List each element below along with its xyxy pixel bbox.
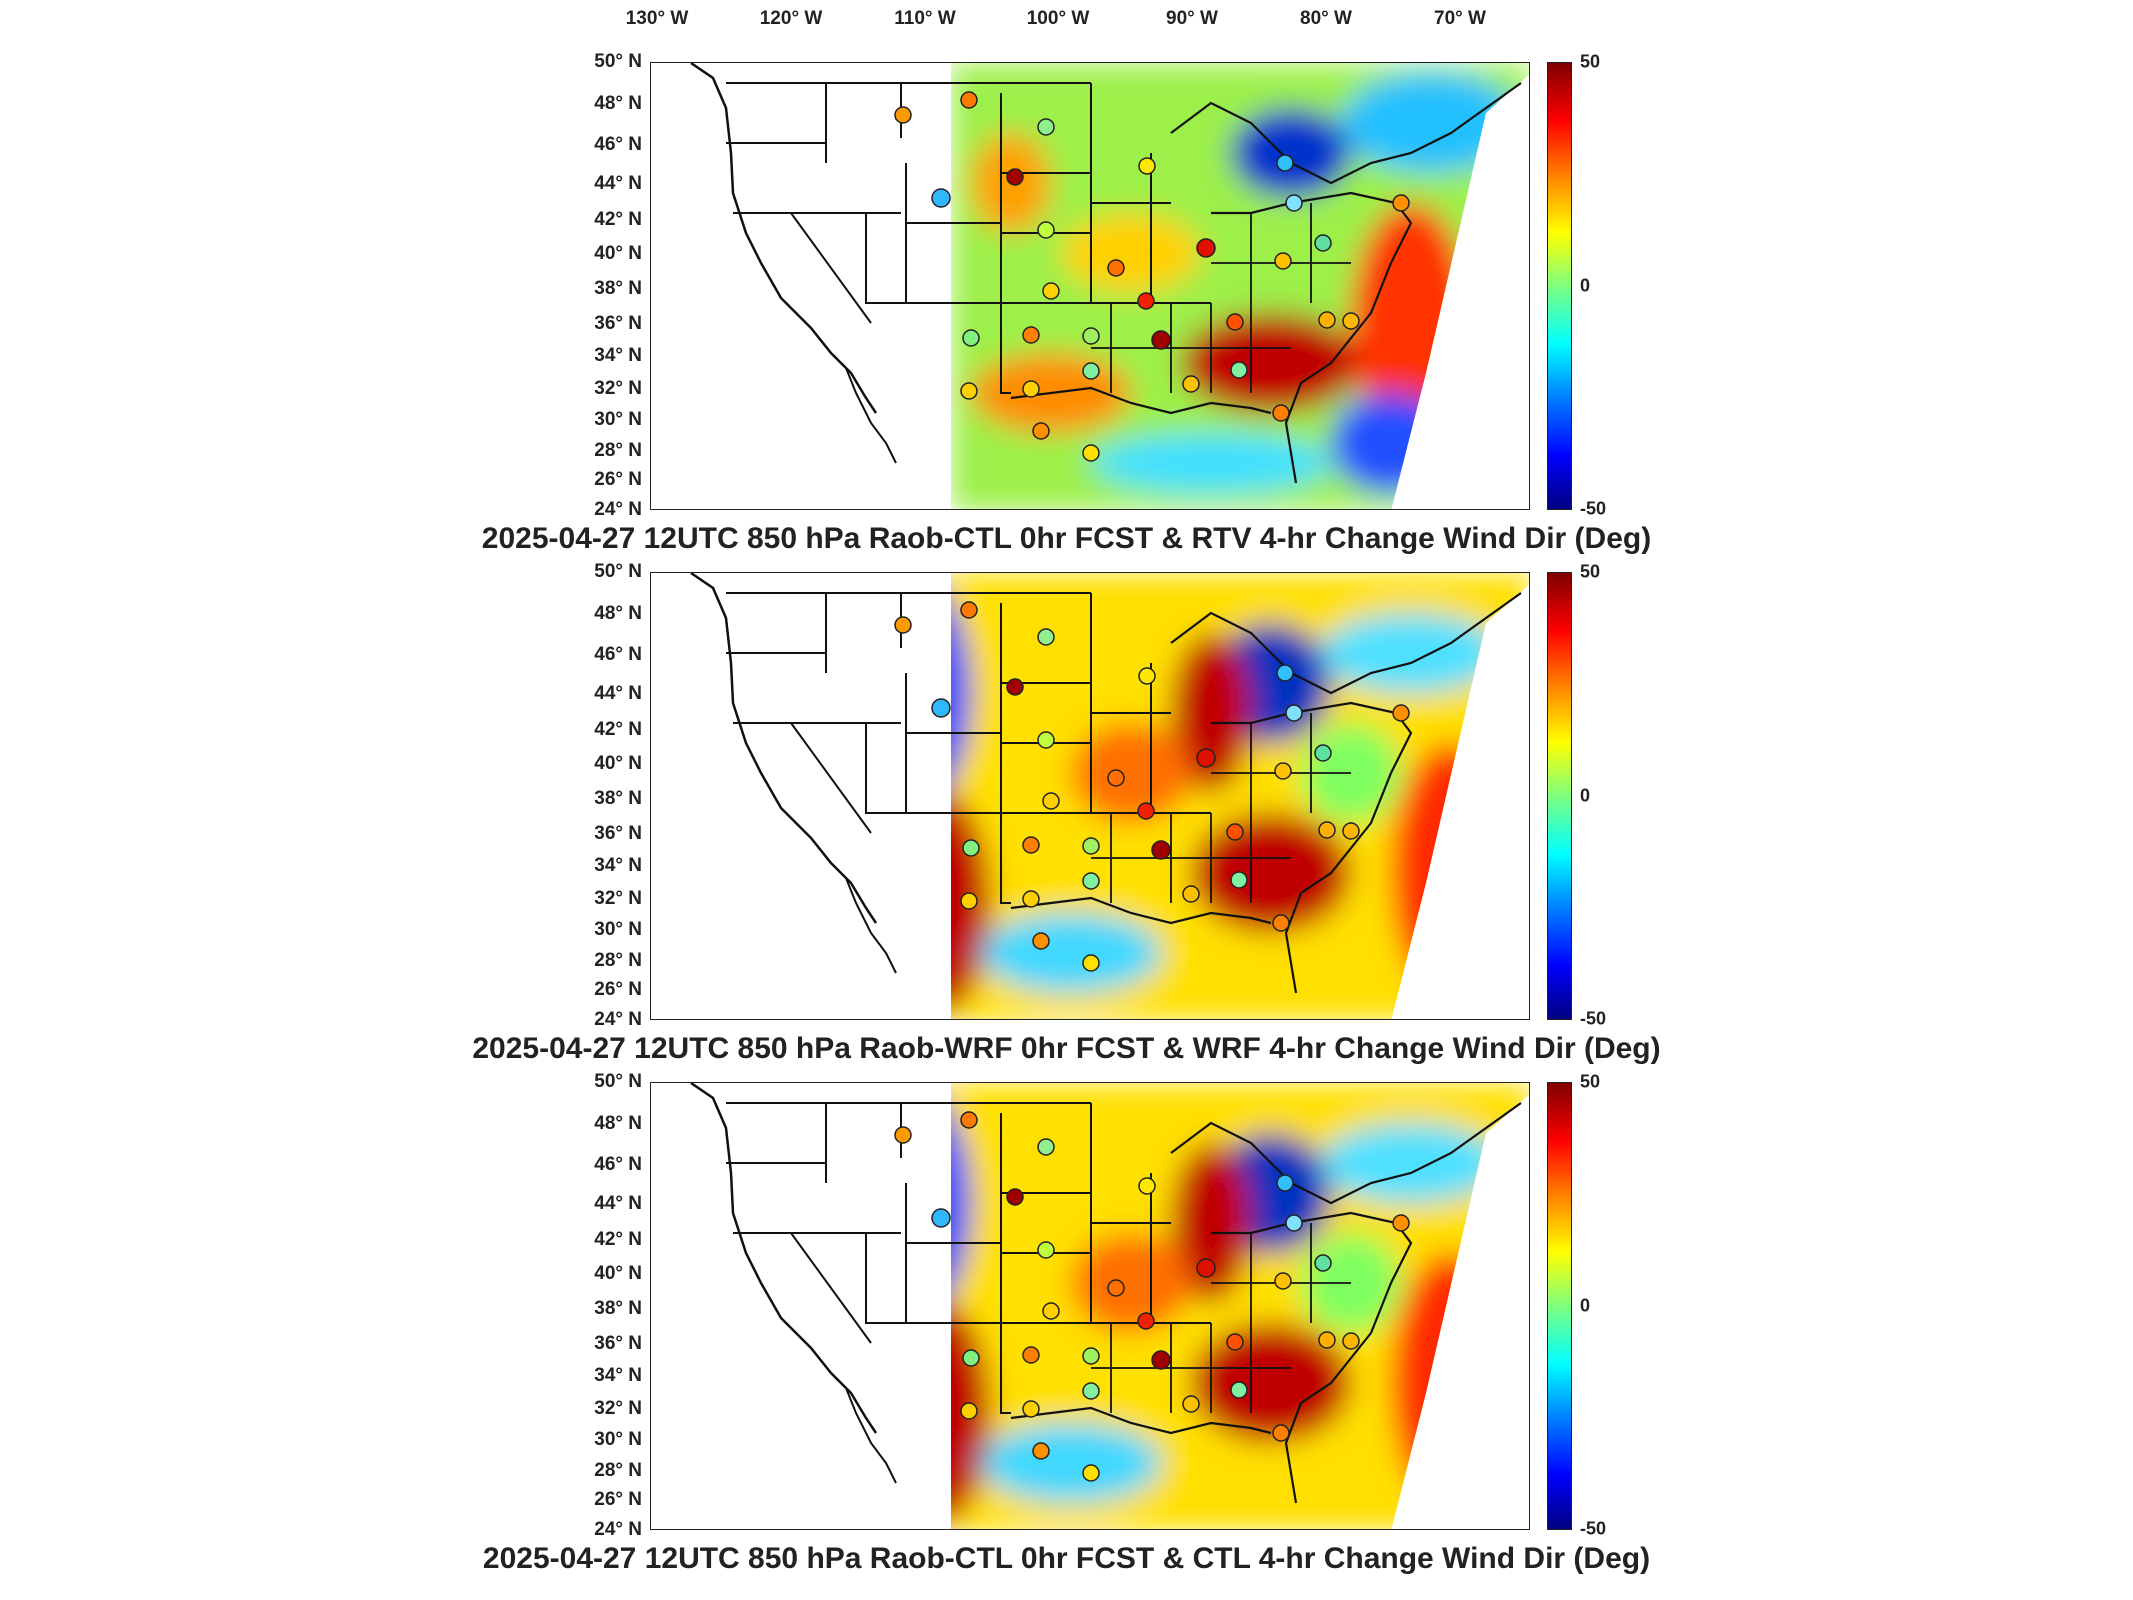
colorbar-mid-label: 0 (1580, 785, 1591, 806)
lat-label: 24° N (594, 1519, 642, 1540)
lat-label: 30° N (594, 409, 642, 430)
lat-label: 38° N (594, 1298, 642, 1319)
lat-label: 26° N (594, 979, 642, 1000)
lat-label: 34° N (594, 345, 642, 366)
colorbar-max-label: 50 (1580, 51, 1601, 72)
colorbar-mid-label: 0 (1580, 1295, 1591, 1316)
colorbar-min-label: -50 (1580, 498, 1607, 519)
lat-label: 24° N (594, 499, 642, 520)
longitude-axis: 130° W 120° W 110° W 100° W 90° W 80° W … (0, 0, 2133, 40)
lat-label: 46° N (594, 134, 642, 155)
lat-label: 28° N (594, 440, 642, 461)
colorbar-max-label: 50 (1580, 561, 1601, 582)
lat-label: 46° N (594, 1154, 642, 1175)
lat-label: 42° N (594, 209, 642, 230)
map-plot (650, 62, 1530, 510)
lat-label: 24° N (594, 1009, 642, 1030)
lat-label: 36° N (594, 823, 642, 844)
lat-label: 32° N (594, 888, 642, 909)
lon-label: 70° W (1434, 8, 1486, 29)
map-plot (650, 572, 1530, 1020)
lat-label: 46° N (594, 644, 642, 665)
lat-label: 44° N (594, 683, 642, 704)
lon-label: 90° W (1166, 8, 1218, 29)
lat-label: 26° N (594, 1489, 642, 1510)
lat-label: 32° N (594, 378, 642, 399)
lat-label: 44° N (594, 173, 642, 194)
lat-label: 44° N (594, 1193, 642, 1214)
panel-title: 2025-04-27 12UTC 850 hPa Raob-CTL 0hr FC… (482, 1542, 1651, 1575)
colorbar (1547, 62, 1572, 510)
lat-label: 34° N (594, 855, 642, 876)
lat-label: 38° N (594, 278, 642, 299)
lat-label: 40° N (594, 1263, 642, 1284)
colorbar-mid-label: 0 (1580, 275, 1591, 296)
colorbar (1547, 572, 1572, 1020)
lat-label: 32° N (594, 1398, 642, 1419)
lat-label: 38° N (594, 788, 642, 809)
lat-label: 50° N (594, 561, 642, 582)
colorbar-min-label: -50 (1580, 1518, 1607, 1539)
colorbar-max-label: 50 (1580, 1071, 1601, 1092)
lat-label: 40° N (594, 753, 642, 774)
lat-label: 48° N (594, 93, 642, 114)
lat-label: 30° N (594, 1429, 642, 1450)
lon-label: 120° W (759, 8, 823, 29)
lat-label: 36° N (594, 313, 642, 334)
panel-title: 2025-04-27 12UTC 850 hPa Raob-WRF 0hr FC… (472, 1032, 1661, 1065)
lat-label: 28° N (594, 1460, 642, 1481)
lon-label: 130° W (625, 8, 689, 29)
colorbar (1547, 1082, 1572, 1530)
lat-label: 28° N (594, 950, 642, 971)
panel-title: 2025-04-27 12UTC 850 hPa Raob-CTL 0hr FC… (481, 522, 1652, 555)
lat-label: 48° N (594, 1113, 642, 1134)
lon-label: 110° W (894, 8, 956, 29)
map-plot (650, 1082, 1530, 1530)
lat-label: 42° N (594, 1229, 642, 1250)
lat-label: 50° N (594, 1071, 642, 1092)
lat-label: 34° N (594, 1365, 642, 1386)
lat-label: 30° N (594, 919, 642, 940)
lat-label: 50° N (594, 51, 642, 72)
lat-label: 36° N (594, 1333, 642, 1354)
lat-label: 42° N (594, 719, 642, 740)
lat-label: 40° N (594, 243, 642, 264)
colorbar-min-label: -50 (1580, 1008, 1607, 1029)
lat-label: 26° N (594, 469, 642, 490)
lon-label: 80° W (1300, 8, 1352, 29)
lon-label: 100° W (1026, 8, 1090, 29)
lat-label: 48° N (594, 603, 642, 624)
